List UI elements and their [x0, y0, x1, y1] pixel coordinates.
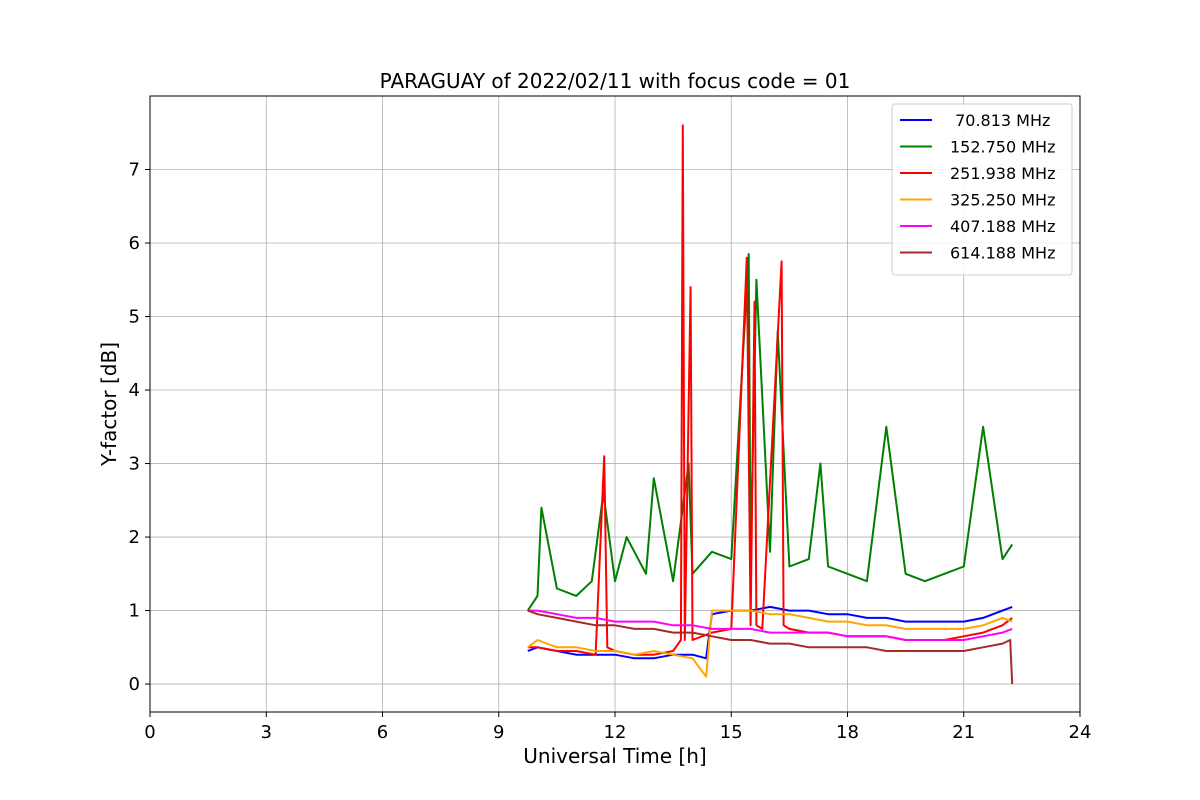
legend-label: 407.188 MHz — [950, 217, 1055, 236]
y-tick-label: 6 — [129, 233, 140, 254]
series-line-0 — [527, 605, 1013, 660]
y-axis-label: Y-factor [dB] — [97, 342, 121, 467]
legend-entry: 70.813 MHz — [900, 111, 1050, 130]
x-tick-label: 18 — [836, 722, 859, 743]
x-tick-label: 9 — [493, 722, 504, 743]
plot-series — [526, 124, 1014, 685]
y-tick-label: 7 — [129, 160, 140, 181]
grid-lines — [149, 96, 1081, 712]
x-tick-label: 24 — [1069, 722, 1092, 743]
x-tick-label: 15 — [720, 722, 743, 743]
legend-label: 614.188 MHz — [950, 244, 1055, 263]
legend-label: 325.250 MHz — [950, 191, 1055, 210]
y-tick-label: 3 — [129, 454, 140, 475]
x-axis-label: Universal Time [h] — [523, 744, 706, 768]
x-tick-label: 3 — [261, 722, 272, 743]
y-tick-label: 1 — [129, 601, 140, 622]
legend-entry: 251.938 MHz — [900, 164, 1055, 183]
legend-entry: 152.750 MHz — [900, 138, 1055, 157]
legend-label: 70.813 MHz — [950, 111, 1050, 130]
series-line-5 — [527, 609, 1014, 685]
x-axis-ticks: 0 3 6 9 12 15 18 21 24 — [144, 712, 1091, 743]
legend: 70.813 MHz 152.750 MHz 251.938 MHz 325.250 … — [891, 103, 1073, 276]
legend-box — [891, 103, 1073, 276]
y-axis-ticks: 0 1 2 3 4 5 6 7 — [129, 160, 150, 695]
y-tick-label: 2 — [129, 527, 140, 548]
x-tick-label: 0 — [144, 722, 155, 743]
chart-title: PARAGUAY of 2022/02/11 with focus code =… — [380, 69, 851, 93]
x-tick-label: 21 — [952, 722, 975, 743]
series-line-4 — [527, 609, 1013, 641]
y-tick-label: 0 — [129, 674, 140, 695]
y-tick-label: 4 — [129, 380, 140, 401]
y-tick-label: 5 — [129, 307, 140, 328]
legend-label: 251.938 MHz — [950, 164, 1055, 183]
legend-label: 152.750 MHz — [950, 138, 1055, 157]
legend-entry: 407.188 MHz — [900, 217, 1055, 236]
series-line-3 — [527, 609, 1013, 678]
legend-entry: 614.188 MHz — [900, 244, 1055, 263]
x-tick-label: 6 — [377, 722, 388, 743]
legend-entry: 325.250 MHz — [900, 191, 1055, 210]
x-tick-label: 12 — [604, 722, 627, 743]
